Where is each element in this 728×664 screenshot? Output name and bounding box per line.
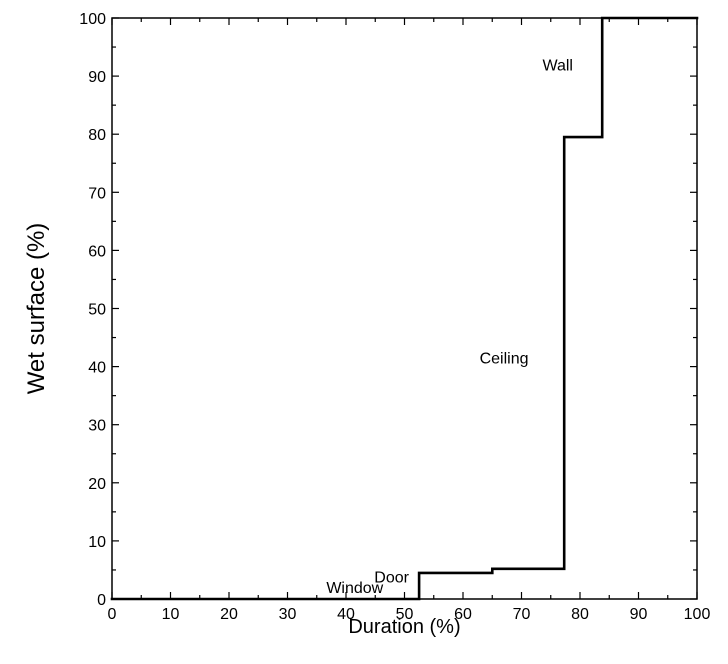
x-tick-label: 10 xyxy=(162,606,180,623)
x-axis-title: Duration (%) xyxy=(348,616,460,638)
y-tick-label: 10 xyxy=(88,534,106,551)
x-tick-label: 70 xyxy=(513,606,531,623)
x-tick-label: 0 xyxy=(108,606,117,623)
y-tick-label: 70 xyxy=(88,185,106,202)
x-tick-label: 20 xyxy=(220,606,238,623)
annotation-label: Door xyxy=(374,570,409,587)
x-tick-label: 100 xyxy=(684,606,711,623)
x-tick-label: 30 xyxy=(279,606,297,623)
y-axis-title: Wet surface (%) xyxy=(23,223,50,395)
data-series-line xyxy=(110,16,699,601)
y-tick-label: 30 xyxy=(88,418,106,435)
annotation-label: Wall xyxy=(542,57,573,74)
y-tick-label: 40 xyxy=(88,360,106,377)
annotation-label: Window xyxy=(326,580,383,597)
y-tick-label: 60 xyxy=(88,243,106,260)
x-tick-label: 40 xyxy=(337,606,355,623)
x-tick-label: 90 xyxy=(630,606,648,623)
y-tick-label: 90 xyxy=(88,69,106,86)
annotation-label: Ceiling xyxy=(480,351,529,368)
y-tick-label: 0 xyxy=(97,592,106,609)
x-tick-label: 50 xyxy=(396,606,414,623)
plot-area: 0 10 20 30 40 50 60 70 80 90 100 0 10 20 30 40 50 60 70 80 9… xyxy=(23,11,710,638)
y-tick-label: 80 xyxy=(88,127,106,144)
x-tick-label: 60 xyxy=(454,606,472,623)
y-tick-label: 20 xyxy=(88,476,106,493)
y-tick-label: 100 xyxy=(79,11,106,28)
x-tick-label: 80 xyxy=(571,606,589,623)
plot-frame xyxy=(111,17,698,600)
y-tick-label: 50 xyxy=(88,302,106,319)
